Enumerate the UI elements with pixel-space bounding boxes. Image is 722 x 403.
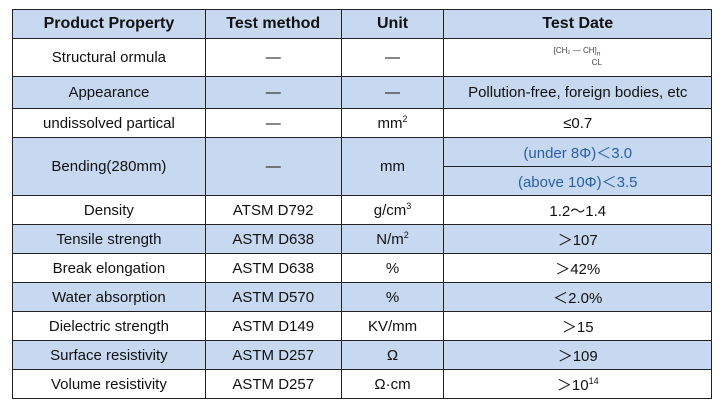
row: Density ATSM D792 g/cm3 1.2～1.4 xyxy=(12,195,712,225)
cell: Structural ormula xyxy=(12,38,206,77)
cell: Tensile strength xyxy=(12,224,206,254)
formula-part: n xyxy=(596,50,601,58)
unit-sup: 2 xyxy=(402,114,408,124)
row: Tensile strength ASTM D638 N/m2 ＞107 xyxy=(12,224,712,254)
cell: N/m2 xyxy=(340,224,445,254)
header-row: Product Property Test method Unit Test D… xyxy=(12,9,712,39)
row: Water absorption ASTM D570 % ＜2.0% xyxy=(12,282,712,312)
cell: ＞107 xyxy=(443,224,712,254)
formula: [CH₂ — CH]n CL xyxy=(553,45,602,68)
formula-part: CH xyxy=(582,45,595,55)
row: Break elongation ASTM D638 % ＞42% xyxy=(12,253,712,283)
cell: Break elongation xyxy=(12,253,206,283)
unit: mm xyxy=(377,115,403,132)
cell: ＞109 xyxy=(443,340,712,370)
cell: — xyxy=(340,76,445,109)
cell: g/cm3 xyxy=(340,195,445,225)
cell: — xyxy=(340,38,445,77)
cell: ＞1014 xyxy=(443,369,712,399)
cell: ≤0.7 xyxy=(443,108,712,138)
row: undissolved partical — mm2 ≤0.7 xyxy=(12,108,712,138)
cell: Ω·cm xyxy=(340,369,445,399)
row: Bending(280mm) — mm (under 8Φ)＜3.0 xyxy=(12,137,712,196)
row: Surface resistivity ASTM D257 Ω ＞109 xyxy=(12,340,712,370)
value: ＞10 xyxy=(556,376,589,394)
row: Volume resistivity ASTM D257 Ω·cm ＞1014 xyxy=(12,369,712,399)
formula-part: CH₂ xyxy=(555,45,571,55)
cell: ASTM D638 xyxy=(204,253,342,283)
cell: Surface resistivity xyxy=(12,340,206,370)
unit: g/cm xyxy=(373,202,407,219)
cell: ＞15 xyxy=(443,311,712,341)
cell: Appearance xyxy=(12,76,206,109)
cell: KV/mm xyxy=(340,311,445,341)
cell: undissolved partical xyxy=(12,108,206,138)
cell: — xyxy=(204,38,342,77)
cell: ＜2.0% xyxy=(443,282,712,312)
cell: ASTM D638 xyxy=(204,224,342,254)
unit: N/m xyxy=(376,231,404,248)
cell: Bending(280mm) xyxy=(12,137,206,196)
cell: ASTM D257 xyxy=(204,369,342,399)
cell: — xyxy=(204,108,342,138)
cell: Ω xyxy=(340,340,445,370)
formula-part: CL xyxy=(591,58,602,68)
formula-cell: [CH₂ — CH]n CL xyxy=(443,38,712,77)
header-cell: Test method xyxy=(204,9,342,39)
cell: mm2 xyxy=(340,108,445,138)
cell: % xyxy=(340,282,445,312)
cell: ASTM D570 xyxy=(204,282,342,312)
cell: 1.2～1.4 xyxy=(443,195,712,225)
cell: mm xyxy=(340,137,445,196)
cell: (under 8Φ)＜3.0 xyxy=(443,137,712,167)
row: Appearance — — Pollution-free, foreign b… xyxy=(12,76,712,109)
cell: Density xyxy=(12,195,206,225)
row: Structural ormula — — [CH₂ — CH]n CL xyxy=(12,38,712,77)
cell: Volume resistivity xyxy=(12,369,206,399)
unit-sup: 3 xyxy=(406,201,412,211)
header-cell: Unit xyxy=(340,9,445,39)
cell: Dielectric strength xyxy=(12,311,206,341)
cell: % xyxy=(340,253,445,283)
cell: (above 10Φ)＜3.5 xyxy=(443,166,712,196)
cell: — xyxy=(204,76,342,109)
cell: ASTM D149 xyxy=(204,311,342,341)
header-cell: Test Date xyxy=(443,9,712,39)
cell: — xyxy=(204,137,342,196)
unit-sup: 2 xyxy=(403,230,409,240)
property-table: Product Property Test method Unit Test D… xyxy=(12,9,712,399)
row: Dielectric strength ASTM D149 KV/mm ＞15 xyxy=(12,311,712,341)
cell: ASTM D257 xyxy=(204,340,342,370)
cell: ATSM D792 xyxy=(204,195,342,225)
value-sup: 14 xyxy=(588,375,599,386)
header-cell: Product Property xyxy=(12,9,206,39)
cell: ＞42% xyxy=(443,253,712,283)
cell: Pollution-free, foreign bodies, etc xyxy=(443,76,712,109)
cell: Water absorption xyxy=(12,282,206,312)
